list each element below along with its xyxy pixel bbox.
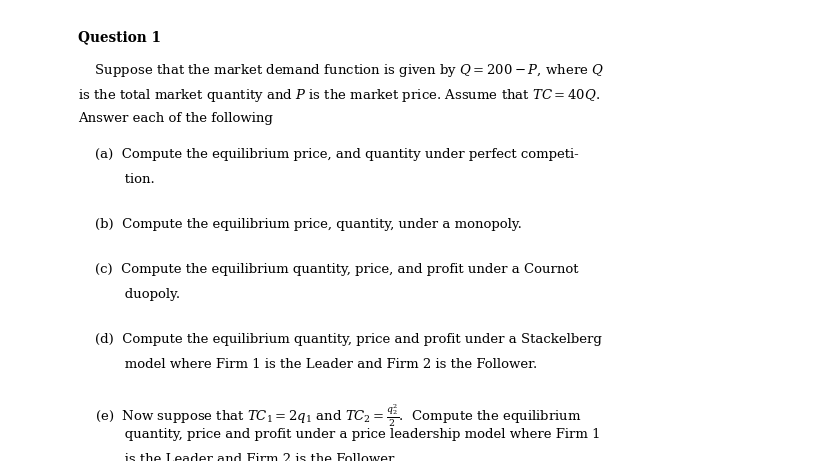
Text: (d)  Compute the equilibrium quantity, price and profit under a Stackelberg: (d) Compute the equilibrium quantity, pr…: [95, 333, 601, 346]
Text: Suppose that the market demand function is given by $Q = 200 - P$, where $Q$: Suppose that the market demand function …: [78, 62, 603, 79]
Text: Question 1: Question 1: [78, 30, 160, 44]
Text: (c)  Compute the equilibrium quantity, price, and profit under a Cournot: (c) Compute the equilibrium quantity, pr…: [95, 263, 578, 276]
Text: Answer each of the following: Answer each of the following: [78, 112, 273, 125]
Text: quantity, price and profit under a price leadership model where Firm 1: quantity, price and profit under a price…: [95, 428, 600, 441]
Text: is the total market quantity and $P$ is the market price. Assume that $TC = 40Q$: is the total market quantity and $P$ is …: [78, 87, 600, 104]
Text: (a)  Compute the equilibrium price, and quantity under perfect competi-: (a) Compute the equilibrium price, and q…: [95, 148, 578, 161]
Text: is the Leader and Firm 2 is the Follower.: is the Leader and Firm 2 is the Follower…: [95, 453, 397, 461]
Text: duopoly.: duopoly.: [95, 288, 180, 301]
Text: model where Firm 1 is the Leader and Firm 2 is the Follower.: model where Firm 1 is the Leader and Fir…: [95, 358, 537, 371]
Text: (e)  Now suppose that $TC_1 = 2q_1$ and $TC_2 = \frac{q_2^2}{2}$.  Compute the e: (e) Now suppose that $TC_1 = 2q_1$ and $…: [95, 403, 581, 429]
Text: (b)  Compute the equilibrium price, quantity, under a monopoly.: (b) Compute the equilibrium price, quant…: [95, 218, 521, 231]
Text: tion.: tion.: [95, 173, 155, 186]
